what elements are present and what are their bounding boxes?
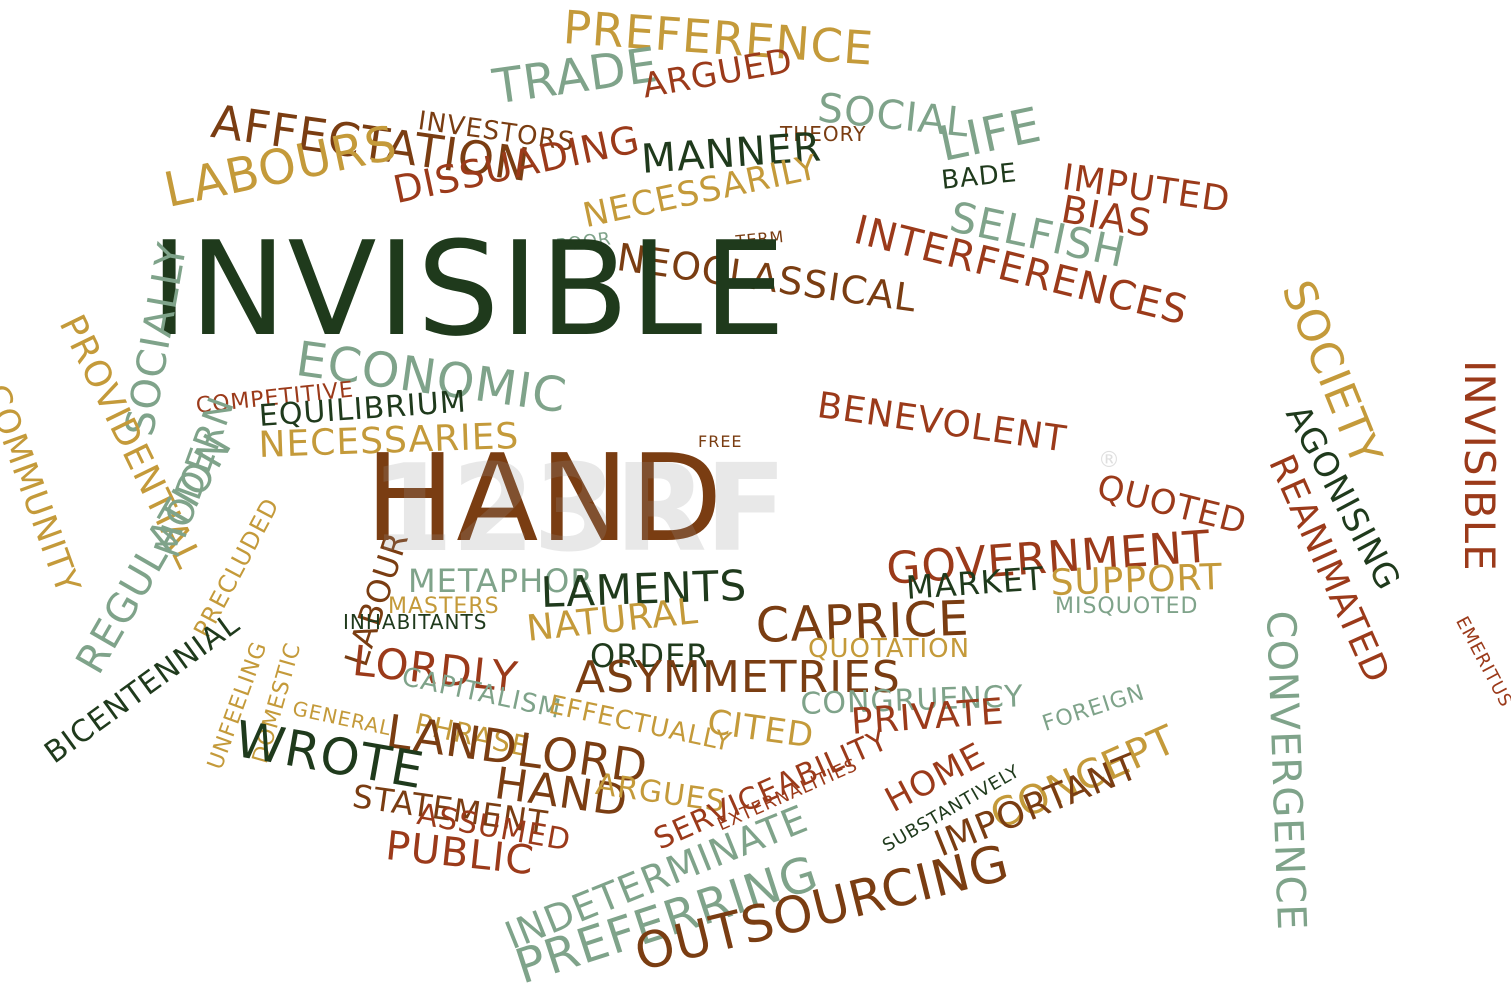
- cloud-word: CONVERGENCE: [1257, 609, 1315, 932]
- cloud-word: EMERITUS: [1451, 613, 1511, 711]
- cloud-word: TRADE: [489, 36, 662, 116]
- cloud-word: HAND: [365, 430, 724, 569]
- cloud-word: QUOTATION: [808, 634, 971, 664]
- cloud-word: THEORY: [780, 122, 867, 146]
- cloud-word: FREE: [698, 432, 743, 451]
- cloud-word: METAPHOR: [408, 562, 594, 600]
- cloud-word: ASYMMETRIES: [575, 652, 901, 703]
- cloud-word: PRECLUDED: [188, 493, 286, 643]
- cloud-word: BENEVOLENT: [814, 385, 1070, 461]
- cloud-word: BADE: [939, 158, 1019, 196]
- cloud-word: ORDER: [590, 637, 710, 675]
- cloud-word: MASTERS: [388, 594, 500, 619]
- watermark-text: 123RF: [370, 440, 787, 579]
- cloud-word: INHABITANTS: [343, 610, 488, 634]
- cloud-word: INVISIBLE: [1455, 360, 1504, 572]
- cloud-word: MISQUOTED: [1055, 594, 1199, 619]
- cloud-word: FOREIGN: [1039, 680, 1149, 737]
- cloud-word: COMMUNITY: [0, 378, 89, 600]
- watermark-registered-mark: ®: [1098, 448, 1120, 473]
- cloud-word: INVISIBLE: [150, 213, 787, 365]
